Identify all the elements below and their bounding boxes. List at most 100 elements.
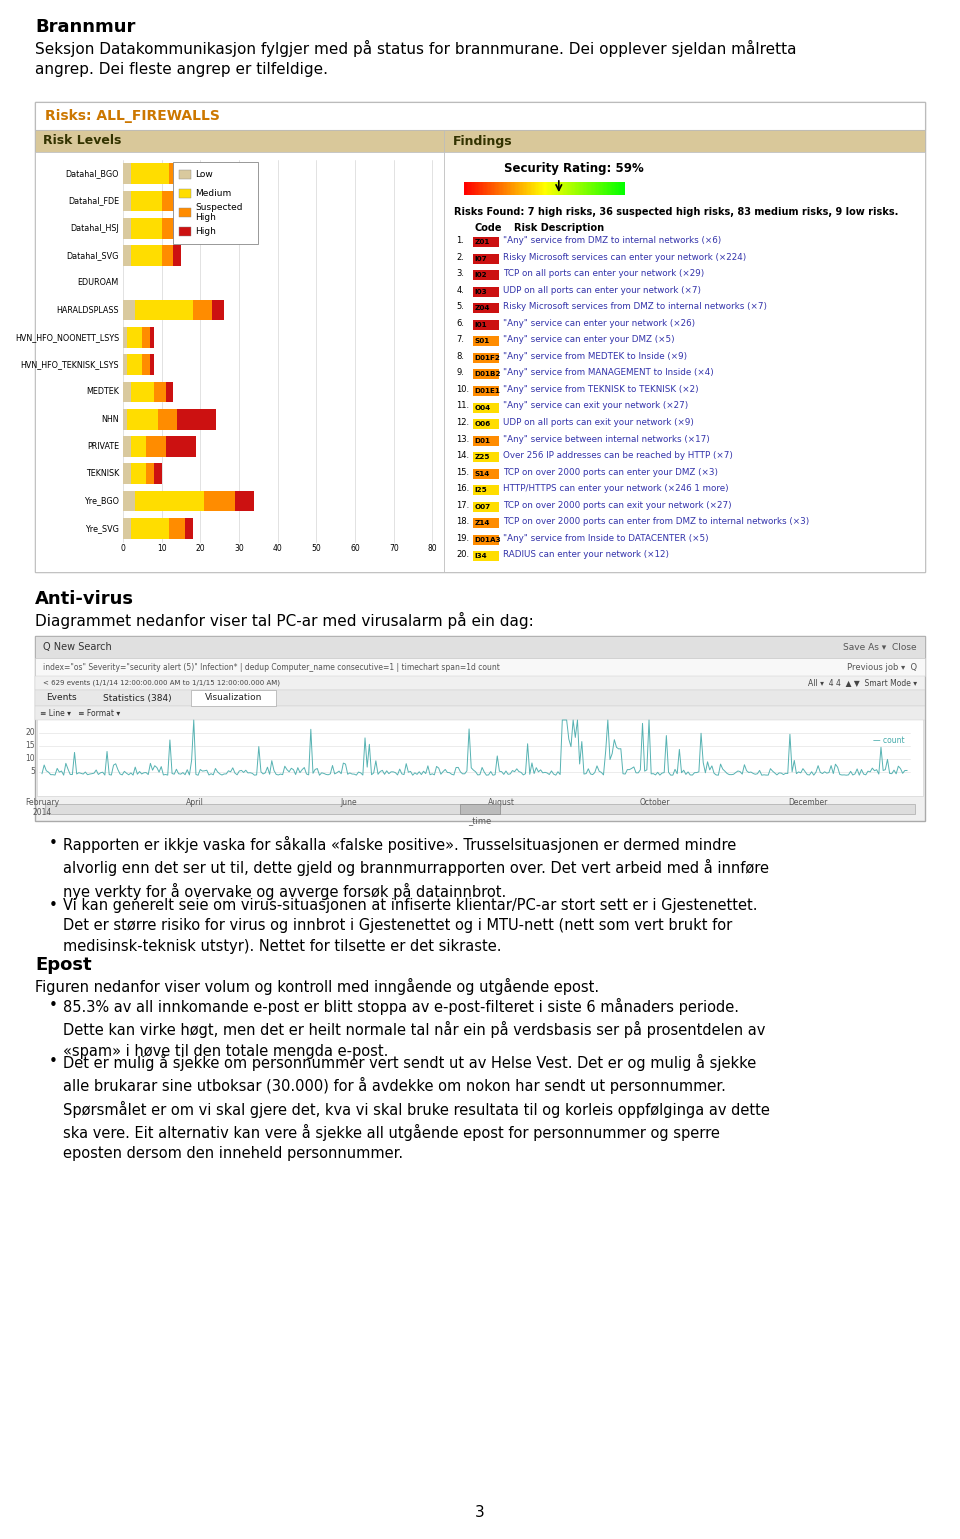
Bar [511,182,513,195]
Bar [572,182,574,195]
Bar [127,326,142,348]
Bar [181,163,189,185]
Bar [526,182,528,195]
Bar [585,182,587,195]
Bar [161,219,173,239]
Bar [548,182,550,195]
Bar [533,182,534,195]
Text: HARALDSPLASS: HARALDSPLASS [57,306,119,314]
Bar [534,182,536,195]
Bar [569,182,571,195]
Bar [179,208,191,217]
Text: 13.: 13. [456,434,469,443]
Bar [165,436,197,457]
Text: UDP on all ports can enter your network (×7): UDP on all ports can enter your network … [503,286,702,294]
Bar [616,182,618,195]
Bar [123,382,131,402]
Bar [473,286,499,297]
Text: D01B2: D01B2 [474,371,501,377]
Bar [146,463,154,485]
Bar [169,163,181,185]
Text: "Any" service from MANAGEMENT to Inside (×4): "Any" service from MANAGEMENT to Inside … [503,368,714,377]
Bar [142,354,150,376]
Text: High: High [195,226,216,235]
Bar [468,182,470,195]
Text: I25: I25 [474,488,487,494]
Text: 1.: 1. [456,235,465,245]
Text: Risk Levels: Risk Levels [43,134,121,148]
Text: 15: 15 [25,742,35,751]
Text: December: December [788,799,828,806]
Bar [35,102,925,573]
Text: Z04: Z04 [474,305,490,311]
Bar [473,237,499,246]
Text: Brannmur: Brannmur [35,18,135,35]
Bar [557,182,558,195]
Bar [123,436,131,457]
Bar [528,182,530,195]
Bar [142,326,150,348]
Bar [471,182,473,195]
Bar [555,182,557,195]
Text: "Any" service can enter your network (×26): "Any" service can enter your network (×2… [503,319,696,328]
Bar [473,519,499,528]
Bar [497,182,499,195]
Bar [123,300,134,320]
Bar [473,303,499,314]
Text: Visualization: Visualization [204,694,262,702]
Text: Over 256 IP addresses can be reached by HTTP (×7): Over 256 IP addresses can be reached by … [503,451,733,460]
Bar [489,182,491,195]
Bar [622,182,624,195]
Text: Vi kan generelt seie om virus-situasjonen at infiserte klientar/PC-ar stort sett: Vi kan generelt seie om virus-situasjone… [63,897,757,954]
Bar [574,182,576,195]
Text: 6.: 6. [456,319,465,328]
Bar [581,182,582,195]
Text: TCP on over 2000 ports can enter your DMZ (×3): TCP on over 2000 ports can enter your DM… [503,468,718,477]
Bar [575,182,577,195]
Bar [530,182,532,195]
Text: "Any" service can enter your DMZ (×5): "Any" service can enter your DMZ (×5) [503,336,675,345]
Bar [538,182,540,195]
Bar [460,803,500,814]
Bar [589,182,591,195]
Bar [150,326,154,348]
Bar [131,219,161,239]
Bar [486,182,488,195]
Bar [612,182,614,195]
Bar [131,519,169,539]
Bar [478,182,480,195]
Bar [503,182,505,195]
Bar [473,271,499,280]
Text: 50: 50 [311,543,322,553]
Text: 5.: 5. [456,302,465,311]
Text: Medium: Medium [195,189,231,199]
Bar [513,182,515,195]
Bar [191,689,276,706]
Text: Save As ▾  Close: Save As ▾ Close [844,642,917,651]
Text: 80: 80 [427,543,437,553]
Text: 16.: 16. [456,485,469,494]
Bar [482,182,484,195]
Bar [165,382,173,402]
Text: Seksjon Datakommunikasjon fylgjer med på status for brannmurane. Dei opplever sj: Seksjon Datakommunikasjon fylgjer med på… [35,40,797,77]
Text: Risky Microsoft services from DMZ to internal networks (×7): Risky Microsoft services from DMZ to int… [503,302,767,311]
Bar [496,182,498,195]
Bar [161,245,173,266]
Bar [493,182,495,195]
Bar [161,191,173,211]
Text: Statistics (384): Statistics (384) [103,694,172,702]
Text: "Any" service from DMZ to internal networks (×6): "Any" service from DMZ to internal netwo… [503,235,722,245]
Text: 18.: 18. [456,517,469,526]
Bar [150,354,154,376]
Text: Previous job ▾  Q: Previous job ▾ Q [847,662,917,671]
Text: 40: 40 [273,543,282,553]
Bar [35,102,925,129]
Text: S01: S01 [474,339,490,345]
Bar [519,182,521,195]
Text: 5: 5 [30,766,35,776]
Text: 11.: 11. [456,402,469,411]
Bar [586,182,588,195]
Bar [173,191,181,211]
Bar [564,182,566,195]
Bar [35,636,925,820]
